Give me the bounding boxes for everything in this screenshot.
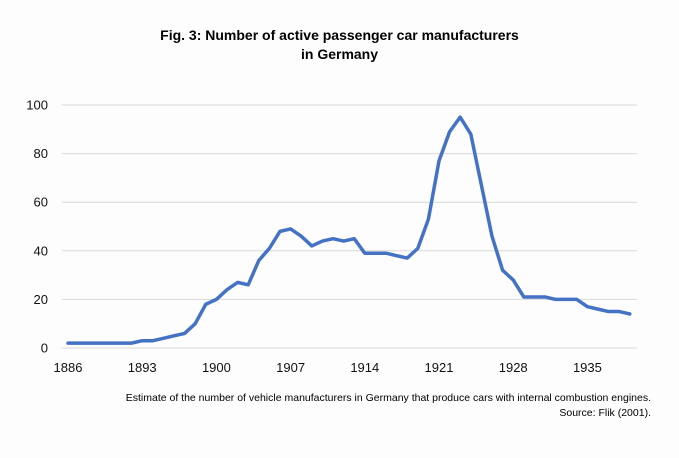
y-tick-label: 100 [26, 98, 48, 113]
y-tick-label: 60 [34, 195, 48, 210]
footnote: Estimate of the number of vehicle manufa… [125, 392, 651, 404]
source-note: Source: Flik (2001). [559, 407, 651, 419]
x-tick-label: 1886 [54, 360, 83, 375]
series-line [66, 115, 632, 345]
x-tick-label: 1907 [276, 360, 305, 375]
y-tick-label: 40 [34, 243, 48, 258]
x-tick-label: 1935 [573, 360, 602, 375]
x-tick-label: 1900 [202, 360, 231, 375]
y-tick-label: 0 [41, 341, 48, 356]
y-tick-label: 20 [34, 292, 48, 307]
chart-title-line2: in Germany [300, 46, 379, 62]
y-tick-label: 80 [34, 146, 48, 161]
x-tick-label: 1914 [350, 360, 379, 375]
x-tick-label: 1928 [499, 360, 528, 375]
chart-title-line1: Fig. 3: Number of active passenger car m… [160, 27, 519, 43]
x-tick-label: 1921 [425, 360, 454, 375]
x-tick-label: 1893 [128, 360, 157, 375]
chart-title: Fig. 3: Number of active passenger car m… [0, 26, 679, 64]
